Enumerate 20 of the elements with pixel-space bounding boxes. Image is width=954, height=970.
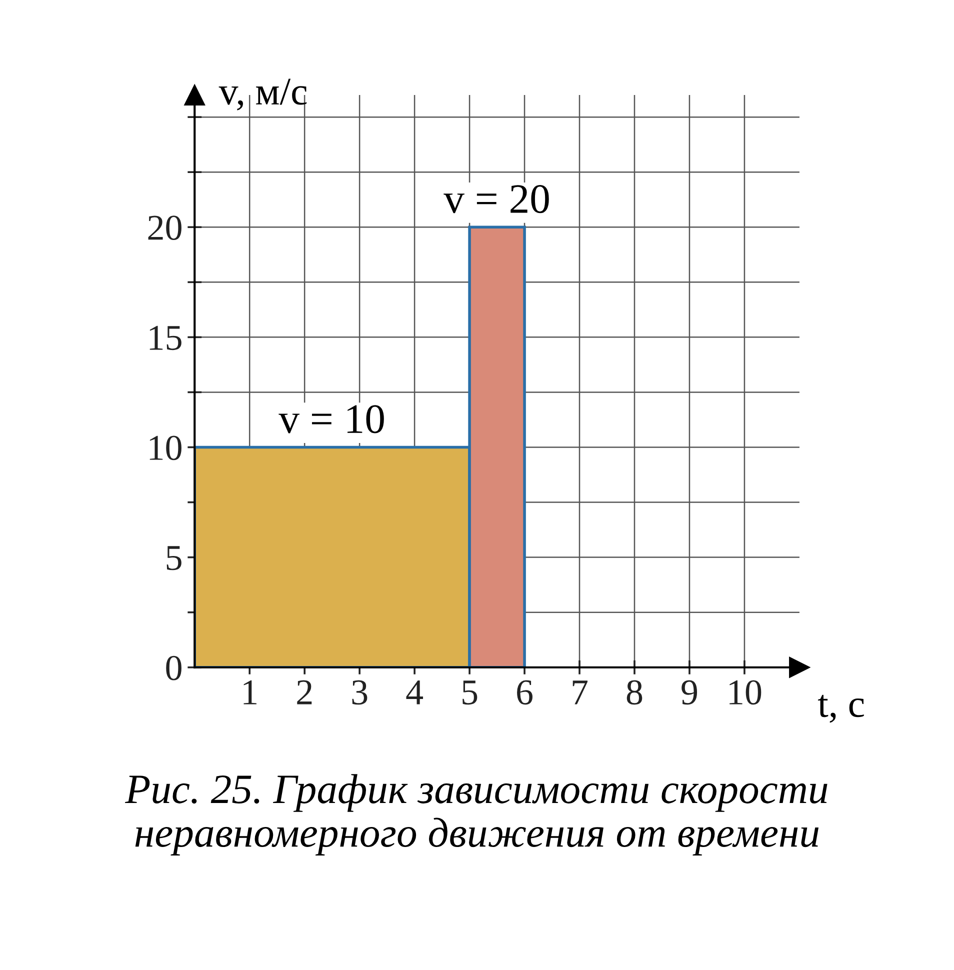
annotation: v = 10 <box>278 405 384 434</box>
y-tick-label: 0 <box>166 656 182 680</box>
y-tick-label: 20 <box>148 216 182 240</box>
y-tick-label: 15 <box>150 326 182 350</box>
x-tick-label: 1 <box>244 680 256 704</box>
y-axis-title: v, м/с <box>218 78 307 110</box>
annotation: v = 20 <box>444 184 549 214</box>
x-tick-label: 7 <box>572 680 588 704</box>
y-tick-label: 5 <box>166 546 182 570</box>
x-tick-label: 10 <box>730 680 762 705</box>
text: Рис. 25. График зависимости скорости неравномерного движения от времени <box>124 774 828 856</box>
x-tick-label: 2 <box>297 680 312 704</box>
x-tick-label: 8 <box>626 680 642 705</box>
x-tick-label: 3 <box>352 680 368 705</box>
x-tick-label: 4 <box>406 680 424 704</box>
x-tick-label: 5 <box>462 680 478 705</box>
x-tick-label: 6 <box>517 680 532 705</box>
x-tick-label: 9 <box>682 680 698 705</box>
y-tick-label: 10 <box>150 436 182 460</box>
x-axis-title: t, с <box>818 694 864 723</box>
